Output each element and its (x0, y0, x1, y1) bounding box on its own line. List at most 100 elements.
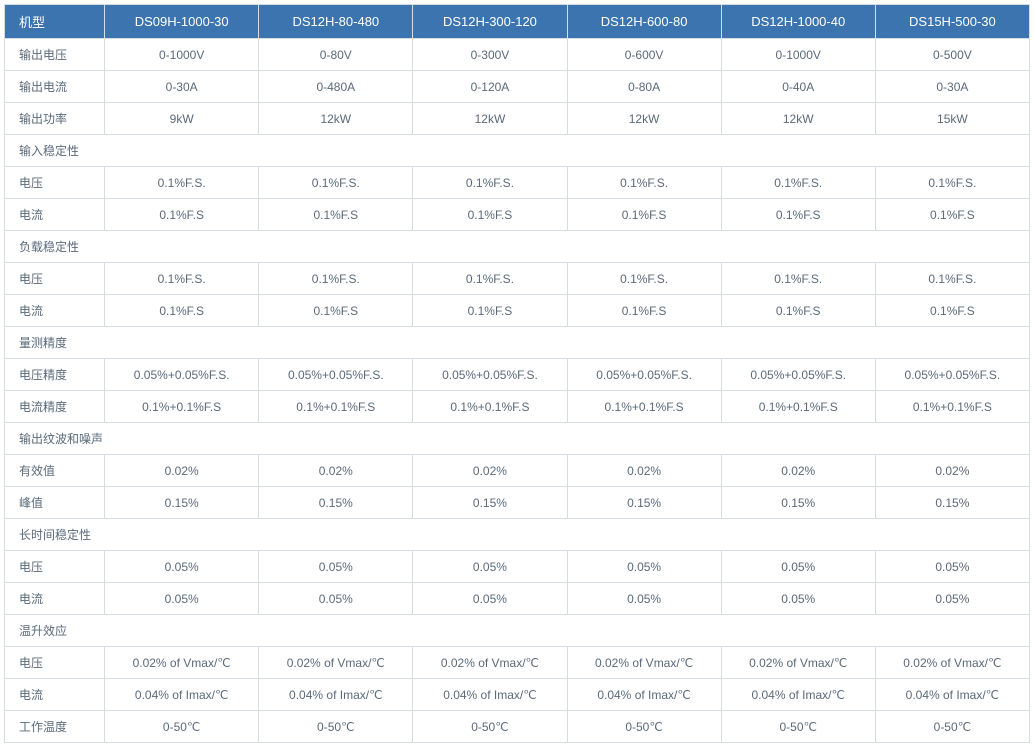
cell: 0.04% of Imax/℃ (875, 679, 1029, 711)
cell: 0-120A (413, 71, 567, 103)
cell: 0-80A (567, 71, 721, 103)
cell: 0.05% (875, 583, 1029, 615)
table-row: 电压精度0.05%+0.05%F.S.0.05%+0.05%F.S.0.05%+… (5, 359, 1030, 391)
cell: 0.15% (875, 487, 1029, 519)
cell: 0.1%F.S (413, 199, 567, 231)
cell: 0.05% (105, 583, 259, 615)
cell: 0.1%F.S. (721, 167, 875, 199)
row-label: 电流 (5, 679, 105, 711)
header-model: DS12H-1000-40 (721, 5, 875, 39)
cell: 0.1%F.S. (413, 167, 567, 199)
cell: 0-50℃ (413, 711, 567, 743)
table-row: 电压0.05%0.05%0.05%0.05%0.05%0.05% (5, 551, 1030, 583)
cell: 0.1%+0.1%F.S (567, 391, 721, 423)
cell: 0.05% (105, 551, 259, 583)
table-row: 输出电流0-30A0-480A0-120A0-80A0-40A0-30A (5, 71, 1030, 103)
cell: 0.05% (721, 583, 875, 615)
header-label: 机型 (5, 5, 105, 39)
cell: 0.15% (567, 487, 721, 519)
row-label: 输出电压 (5, 39, 105, 71)
table-row: 输出电压0-1000V0-80V0-300V0-600V0-1000V0-500… (5, 39, 1030, 71)
cell: 0.02% of Vmax/℃ (721, 647, 875, 679)
cell: 0.1%F.S. (875, 263, 1029, 295)
cell: 12kW (259, 103, 413, 135)
cell: 12kW (567, 103, 721, 135)
cell: 0.1%F.S (259, 295, 413, 327)
cell: 0.1%F.S. (413, 263, 567, 295)
section-label: 长时间稳定性 (5, 519, 1030, 551)
cell: 0.1%F.S. (721, 263, 875, 295)
cell: 0.15% (721, 487, 875, 519)
cell: 0-40A (721, 71, 875, 103)
cell: 0-50℃ (259, 711, 413, 743)
cell: 0.04% of Imax/℃ (721, 679, 875, 711)
cell: 0.05% (721, 551, 875, 583)
header-model: DS15H-500-30 (875, 5, 1029, 39)
cell: 0-80V (259, 39, 413, 71)
row-label: 电压 (5, 647, 105, 679)
cell: 15kW (875, 103, 1029, 135)
cell: 0.04% of Imax/℃ (413, 679, 567, 711)
header-model: DS12H-600-80 (567, 5, 721, 39)
cell: 9kW (105, 103, 259, 135)
cell: 0.15% (259, 487, 413, 519)
cell: 0-1000V (105, 39, 259, 71)
cell: 0.02% of Vmax/℃ (105, 647, 259, 679)
cell: 0.05%+0.05%F.S. (105, 359, 259, 391)
table-row: 电流0.1%F.S0.1%F.S0.1%F.S0.1%F.S0.1%F.S0.1… (5, 295, 1030, 327)
cell: 0.15% (413, 487, 567, 519)
cell: 0.1%F.S (413, 295, 567, 327)
row-label: 电流 (5, 199, 105, 231)
cell: 0.02% of Vmax/℃ (875, 647, 1029, 679)
row-label: 峰值 (5, 487, 105, 519)
table-row: 负载稳定性 (5, 231, 1030, 263)
cell: 0.05%+0.05%F.S. (259, 359, 413, 391)
cell: 0.05% (259, 551, 413, 583)
cell: 0.02% (567, 455, 721, 487)
header-model: DS09H-1000-30 (105, 5, 259, 39)
cell: 0-30A (875, 71, 1029, 103)
table-row: 有效值0.02%0.02%0.02%0.02%0.02%0.02% (5, 455, 1030, 487)
header-model: DS12H-80-480 (259, 5, 413, 39)
cell: 0.1%F.S (721, 295, 875, 327)
cell: 0.1%F.S (875, 295, 1029, 327)
section-label: 输入稳定性 (5, 135, 1030, 167)
cell: 0.05% (567, 583, 721, 615)
header-row: 机型 DS09H-1000-30 DS12H-80-480 DS12H-300-… (5, 5, 1030, 39)
cell: 0.05% (875, 551, 1029, 583)
cell: 0.1%+0.1%F.S (259, 391, 413, 423)
cell: 0.1%+0.1%F.S (105, 391, 259, 423)
cell: 0.1%F.S. (567, 263, 721, 295)
row-label: 电流精度 (5, 391, 105, 423)
cell: 0.04% of Imax/℃ (567, 679, 721, 711)
cell: 0.02% (259, 455, 413, 487)
cell: 0-50℃ (721, 711, 875, 743)
cell: 0.1%F.S. (567, 167, 721, 199)
cell: 0.1%F.S. (259, 167, 413, 199)
table-row: 电压0.1%F.S.0.1%F.S.0.1%F.S.0.1%F.S.0.1%F.… (5, 167, 1030, 199)
cell: 12kW (721, 103, 875, 135)
table-row: 输出纹波和噪声 (5, 423, 1030, 455)
cell: 0.02% (413, 455, 567, 487)
row-label: 电压 (5, 167, 105, 199)
cell: 0.05% (413, 583, 567, 615)
cell: 0-1000V (721, 39, 875, 71)
cell: 0.02% (721, 455, 875, 487)
section-label: 负载稳定性 (5, 231, 1030, 263)
cell: 0.05%+0.05%F.S. (413, 359, 567, 391)
cell: 0-50℃ (875, 711, 1029, 743)
cell: 0.1%+0.1%F.S (721, 391, 875, 423)
cell: 0.05%+0.05%F.S. (875, 359, 1029, 391)
spec-table: 机型 DS09H-1000-30 DS12H-80-480 DS12H-300-… (4, 4, 1030, 743)
cell: 0.04% of Imax/℃ (259, 679, 413, 711)
cell: 0.1%F.S (105, 199, 259, 231)
cell: 0.1%+0.1%F.S (413, 391, 567, 423)
table-row: 长时间稳定性 (5, 519, 1030, 551)
cell: 0.1%F.S. (259, 263, 413, 295)
section-label: 输出纹波和噪声 (5, 423, 1030, 455)
row-label: 电压 (5, 263, 105, 295)
cell: 0.02% of Vmax/℃ (413, 647, 567, 679)
table-row: 量测精度 (5, 327, 1030, 359)
cell: 0-300V (413, 39, 567, 71)
table-row: 峰值0.15%0.15%0.15%0.15%0.15%0.15% (5, 487, 1030, 519)
